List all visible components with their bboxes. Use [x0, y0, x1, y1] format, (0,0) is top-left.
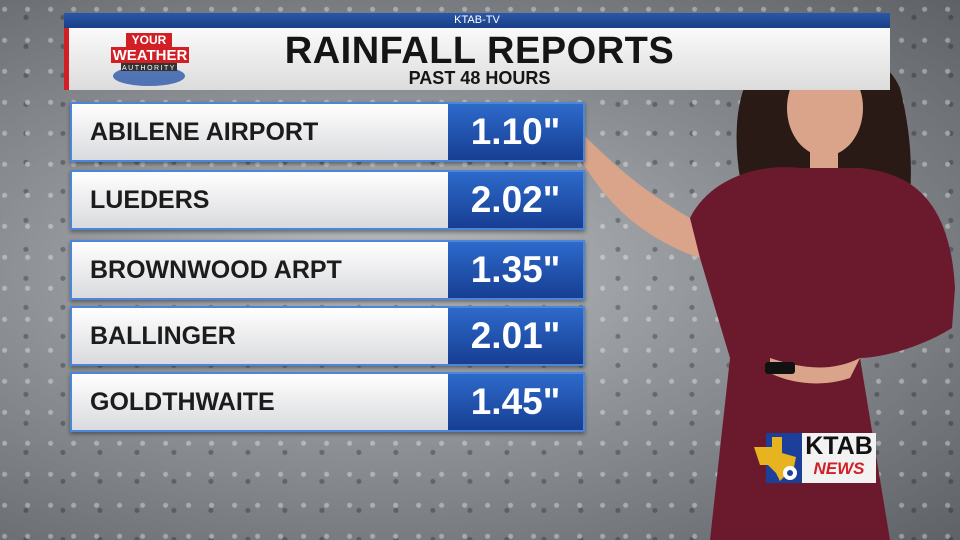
report-row: LUEDERS 2.02" — [70, 170, 585, 230]
location-label: BROWNWOOD ARPT — [72, 242, 448, 298]
location-label: GOLDTHWAITE — [72, 374, 448, 430]
ktab-news-logo: KTAB NEWS — [752, 433, 876, 483]
svg-text:WEATHER: WEATHER — [113, 47, 188, 64]
location-label: BALLINGER — [72, 308, 448, 364]
station-bar: KTAB-TV — [64, 13, 890, 28]
rainfall-value: 1.35" — [448, 242, 583, 298]
news-label: NEWS — [813, 459, 865, 478]
report-row: BROWNWOOD ARPT 1.35" — [70, 240, 585, 300]
rainfall-value: 1.10" — [448, 104, 583, 160]
page-subtitle: PAST 48 HOURS — [408, 68, 551, 88]
location-label: ABILENE AIRPORT — [72, 104, 448, 160]
rainfall-value: 2.01" — [448, 308, 583, 364]
report-row: BALLINGER 2.01" — [70, 306, 585, 366]
report-row: GOLDTHWAITE 1.45" — [70, 372, 585, 432]
svg-text:AUTHORITY: AUTHORITY — [122, 65, 176, 72]
page-title: RAINFALL REPORTS — [284, 30, 675, 72]
rainfall-value: 1.45" — [448, 374, 583, 430]
texas-cbs-icon — [754, 433, 804, 483]
svg-text:YOUR: YOUR — [132, 33, 167, 47]
rainfall-value: 2.02" — [448, 172, 583, 228]
ktab-call-letters: KTAB — [805, 432, 873, 460]
location-label: LUEDERS — [72, 172, 448, 228]
title-panel: YOUR WEATHER AUTHORITY RAINFALL REPORTS … — [64, 28, 890, 90]
report-row: ABILENE AIRPORT 1.10" — [70, 102, 585, 162]
your-weather-authority-logo: YOUR WEATHER AUTHORITY — [111, 33, 189, 86]
